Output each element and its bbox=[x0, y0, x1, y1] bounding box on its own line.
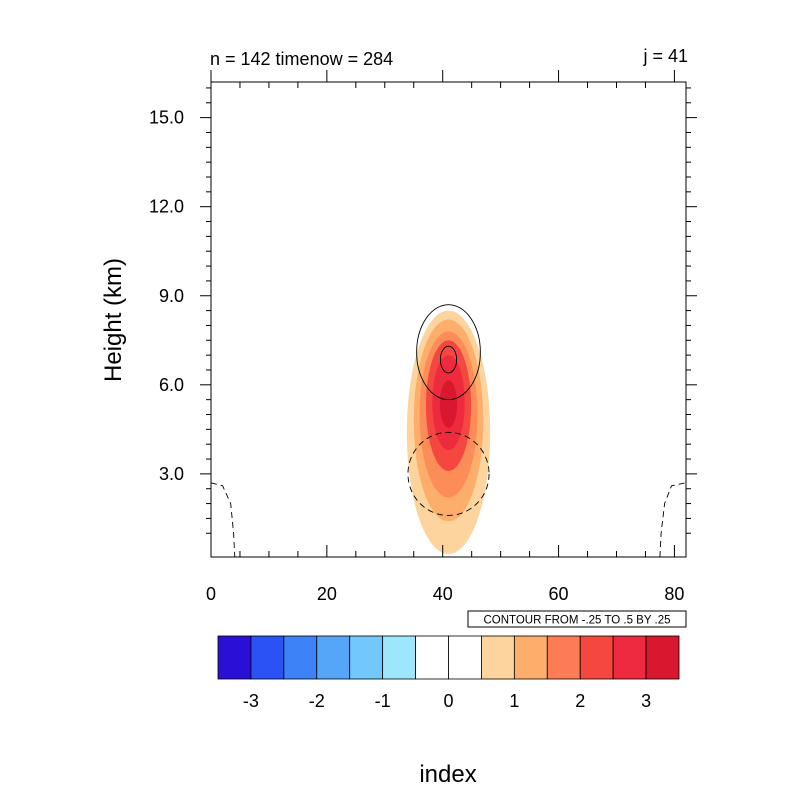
x-axis-label: index bbox=[419, 761, 476, 788]
colorbar-box bbox=[546, 635, 581, 680]
line-contours bbox=[211, 304, 686, 557]
filled-contour-level-6 bbox=[439, 380, 458, 428]
colorbar-box bbox=[481, 635, 515, 680]
y-tick-label: 9.0 bbox=[159, 286, 184, 306]
x-tick-label: 40 bbox=[433, 584, 453, 604]
colorbar-tick-label: 0 bbox=[443, 691, 453, 711]
colorbar-tick-label: -3 bbox=[243, 691, 259, 711]
dashed-contour-4 bbox=[211, 482, 236, 557]
dashed-contour-5 bbox=[659, 482, 686, 557]
filled-contours bbox=[406, 310, 491, 555]
x-tick-label: 60 bbox=[549, 584, 569, 604]
colorbar-box bbox=[415, 635, 449, 680]
colorbar-tick-label: -1 bbox=[375, 691, 391, 711]
colorbar-box bbox=[382, 635, 416, 680]
x-tick-label: 20 bbox=[317, 584, 337, 604]
y-tick-label: 3.0 bbox=[159, 464, 184, 484]
plot-frame bbox=[210, 81, 687, 558]
y-axis-label: Height (km) bbox=[100, 258, 127, 382]
y-tick-label: 6.0 bbox=[159, 375, 184, 395]
x-tick-label: 80 bbox=[664, 584, 684, 604]
colorbar-box bbox=[612, 635, 647, 680]
colorbar-box bbox=[316, 635, 351, 680]
x-tick-label: 0 bbox=[206, 584, 216, 604]
colorbar-tick-label: 3 bbox=[641, 691, 651, 711]
colorbar-box bbox=[250, 635, 285, 680]
right-title: j = 41 bbox=[642, 46, 688, 66]
y-tick-label: 15.0 bbox=[149, 108, 184, 128]
solid-contour-1 bbox=[416, 304, 481, 401]
colorbar-tick-label: -2 bbox=[309, 691, 325, 711]
contour-info-box: CONTOUR FROM -.25 TO .5 BY .25 bbox=[467, 610, 687, 628]
solid-contour-2 bbox=[439, 345, 458, 374]
y-tick-label: 12.0 bbox=[149, 197, 184, 217]
colorbar-box bbox=[579, 635, 614, 680]
dashed-contour-3 bbox=[407, 431, 490, 516]
colorbar-box bbox=[349, 635, 384, 680]
colorbar-box bbox=[448, 635, 482, 680]
colorbar-box bbox=[645, 635, 680, 680]
x-axis: 0 20 40 60 80 bbox=[206, 70, 684, 604]
colorbar-box bbox=[217, 635, 252, 680]
colorbar-box bbox=[283, 635, 318, 680]
left-title: n = 142 timenow = 284 bbox=[210, 49, 393, 69]
colorbar: -3 -2 -1 0 1 2 3 bbox=[217, 635, 680, 711]
y-axis: 3.0 6.0 9.0 12.0 15.0 bbox=[149, 87, 697, 534]
colorbar-tick-label: 1 bbox=[509, 691, 519, 711]
colorbar-tick-label: 2 bbox=[575, 691, 585, 711]
contour-info-label: CONTOUR FROM -.25 TO .5 BY .25 bbox=[483, 615, 670, 627]
colorbar-box bbox=[513, 635, 548, 680]
